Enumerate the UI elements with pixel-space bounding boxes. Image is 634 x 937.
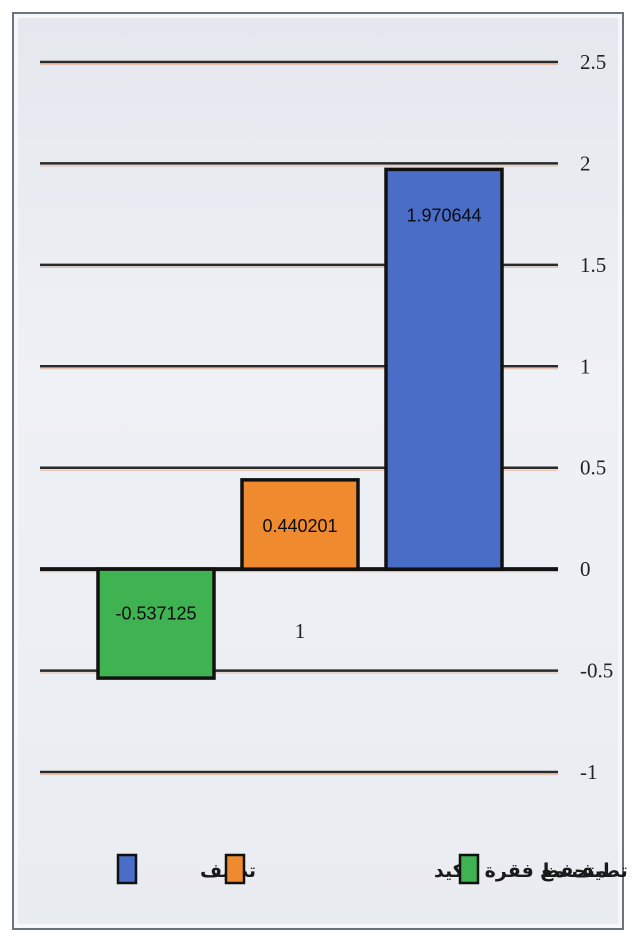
legend-swatch [458,853,480,885]
y-tick-label: 1.5 [580,253,606,277]
chart-frame [12,12,624,930]
y-tick-label: 2 [580,151,591,175]
bar [96,567,216,680]
x-category-label: 1 [295,619,306,643]
y-tick-label: 2.5 [580,50,606,74]
bar [240,478,360,571]
legend-label: متحفظ [540,860,607,882]
legend-swatch [224,853,246,885]
y-tick-label: -0.5 [580,659,613,683]
data-label: 1.970644 [406,205,481,225]
data-label: -0.537125 [115,604,196,624]
bar [384,167,504,571]
y-tick-label: 0 [580,557,591,581]
data-label: 0.440201 [262,516,337,536]
y-tick-label: -1 [580,760,598,784]
y-tick-label: 1 [580,354,591,378]
legend-swatch [116,853,138,885]
y-tick-label: 0.5 [580,456,606,480]
